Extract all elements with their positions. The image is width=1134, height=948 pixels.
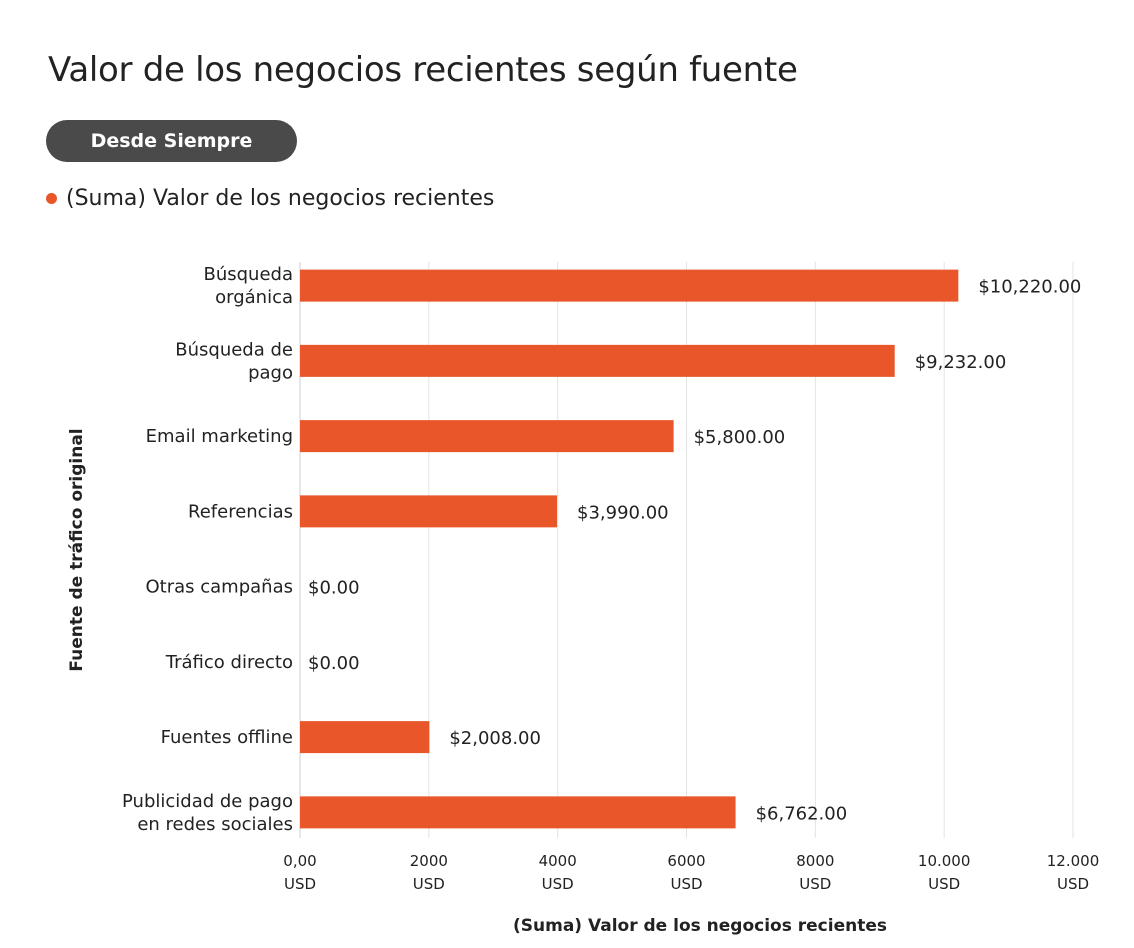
bar xyxy=(300,420,674,453)
data-label: $3,990.00 xyxy=(577,502,669,523)
x-tick-label: 6000 xyxy=(667,852,705,870)
bar xyxy=(300,495,558,528)
y-tick-label: Tráfico directo xyxy=(165,652,293,673)
y-tick-label: Otras campañas xyxy=(146,577,294,598)
x-tick-label: 4000 xyxy=(539,852,577,870)
x-tick-label: USD xyxy=(670,875,702,893)
data-label: $5,800.00 xyxy=(694,427,786,448)
x-tick-label: USD xyxy=(928,875,960,893)
y-tick-label: Publicidad de pago xyxy=(122,791,293,812)
x-tick-label: USD xyxy=(413,875,445,893)
y-tick-label: Búsqueda xyxy=(204,264,294,285)
x-axis-title: (Suma) Valor de los negocios recientes xyxy=(513,916,887,936)
x-tick-label: 8000 xyxy=(796,852,834,870)
x-tick-label: 10.000 xyxy=(918,852,971,870)
y-axis-title: Fuente de tráfico original xyxy=(67,428,87,671)
data-label: $10,220.00 xyxy=(978,277,1081,298)
y-tick-label: Fuentes offline xyxy=(161,727,293,748)
data-label: $2,008.00 xyxy=(449,728,541,749)
y-tick-label: Email marketing xyxy=(146,426,293,447)
chart-title: Valor de los negocios recientes según fu… xyxy=(48,50,798,90)
y-tick-label: pago xyxy=(248,362,293,383)
x-tick-label: 0,00 xyxy=(283,852,316,870)
y-tick-label: Referencias xyxy=(188,501,293,522)
x-tick-label: 2000 xyxy=(410,852,448,870)
legend-swatch xyxy=(46,193,57,204)
bar xyxy=(300,344,895,377)
x-tick-label: 12.000 xyxy=(1047,852,1100,870)
x-tick-label: USD xyxy=(799,875,831,893)
x-tick-label: USD xyxy=(542,875,574,893)
y-tick-label: orgánica xyxy=(215,287,293,308)
y-tick-label: en redes sociales xyxy=(137,814,293,835)
data-label: $9,232.00 xyxy=(915,352,1007,373)
y-tick-label: Búsqueda de xyxy=(175,339,293,360)
x-tick-label: USD xyxy=(284,875,316,893)
x-tick-label: USD xyxy=(1057,875,1089,893)
data-label: $6,762.00 xyxy=(756,803,848,824)
legend: (Suma) Valor de los negocios recientes xyxy=(46,186,494,211)
bar xyxy=(300,269,959,302)
legend-label: (Suma) Valor de los negocios recientes xyxy=(66,186,495,211)
data-label: $0.00 xyxy=(308,653,360,674)
bar xyxy=(300,796,736,829)
data-label: $0.00 xyxy=(308,578,360,599)
bar xyxy=(300,721,430,754)
date-range-button[interactable]: Desde Siempre xyxy=(46,120,297,162)
